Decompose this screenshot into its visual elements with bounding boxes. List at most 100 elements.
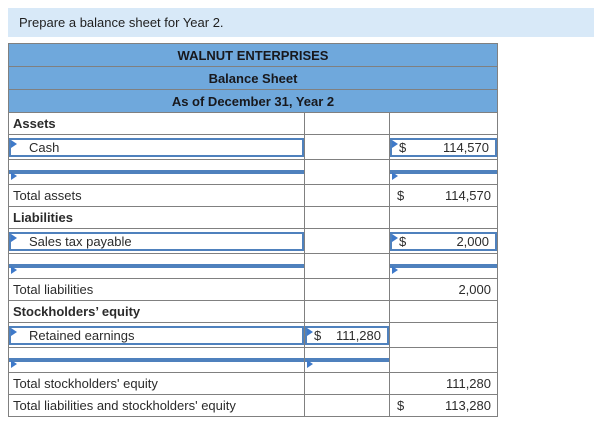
cash-col3-input[interactable]: $114,570 (390, 137, 497, 157)
input-marker-icon (392, 139, 398, 148)
equity-blank-col1-cell (8, 347, 305, 373)
assets-blank-row (8, 159, 498, 185)
input-marker-icon (11, 139, 17, 148)
input-marker-icon (307, 360, 313, 368)
total-liabilities-col3-cell: 2,000 (389, 278, 498, 301)
retained-earnings-col1-input[interactable]: Retained earnings (9, 325, 304, 345)
equity-blank-col1-input[interactable] (9, 358, 304, 368)
assets-section-col1-content: Assets (10, 116, 304, 131)
equity-blank-col2-cell (304, 347, 390, 373)
total-equity-col1-cell: Total stockholders' equity (8, 372, 305, 395)
equity-section-label: Stockholders’ equity (13, 304, 141, 319)
assets-section-col1-cell: Assets (8, 112, 305, 135)
liabilities-blank-col3-input[interactable] (390, 264, 497, 274)
input-marker-icon (11, 327, 17, 336)
liabilities-section-row: Liabilities (8, 206, 498, 229)
dollar-sign: $ (397, 398, 405, 413)
instruction-banner: Prepare a balance sheet for Year 2. (8, 8, 594, 37)
input-marker-icon (11, 360, 17, 368)
liabilities-blank-col3-cell (389, 253, 498, 279)
equity-blank-row (8, 347, 498, 373)
equity-section-col1-cell: Stockholders’ equity (8, 300, 305, 323)
sales-tax-payable-col3-input[interactable]: $2,000 (390, 231, 497, 251)
total-liabilities-equity-amount: 113,280 (444, 398, 491, 413)
assets-blank-col3-cell (389, 159, 498, 185)
total-assets-col2-cell (304, 184, 390, 207)
input-marker-icon (392, 266, 398, 274)
liabilities-blank-col2-cell (304, 253, 390, 279)
total-assets-row: Total assets $114,570 (8, 184, 498, 207)
total-assets-col1-cell: Total assets (8, 184, 305, 207)
total-liabilities-col1-cell: Total liabilities (8, 278, 305, 301)
cash-col1-input[interactable]: Cash (9, 137, 304, 157)
equity-section-col2-cell (304, 300, 390, 323)
balance-sheet-body: Assets Cash $114,570 Total assets $114,570 Li… (8, 112, 498, 417)
liabilities-section-col3-cell (389, 206, 498, 229)
total-liabilities-col1-content: Total liabilities (10, 282, 304, 297)
retained-earnings-label: Retained earnings (29, 327, 135, 343)
company-name: WALNUT ENTERPRISES (8, 43, 498, 67)
retained-earnings-col2-input[interactable]: $111,280 (305, 325, 389, 345)
cash-col1-cell: Cash (8, 134, 305, 160)
liabilities-section-label: Liabilities (13, 210, 73, 225)
total-equity-col3-content: 111,280 (391, 376, 497, 391)
statement-title-row: Balance Sheet (8, 66, 498, 90)
cash-label: Cash (29, 139, 60, 155)
assets-section-label: Assets (13, 116, 56, 131)
balance-sheet-header: WALNUT ENTERPRISES Balance Sheet As of D… (8, 43, 498, 113)
equity-blank-col2-input[interactable] (305, 358, 389, 368)
retained-earnings-col2-cell: $111,280 (304, 322, 390, 348)
total-equity-row: Total stockholders' equity 111,280 (8, 372, 498, 395)
dollar-sign: $ (314, 327, 322, 343)
input-marker-icon (11, 233, 17, 242)
total-liabilities-label: Total liabilities (13, 282, 94, 297)
sales-tax-payable-row: Sales tax payable $2,000 (8, 228, 498, 254)
retained-earnings-amount: 111,280 (335, 327, 381, 343)
sales-tax-payable-col1-cell: Sales tax payable (8, 228, 305, 254)
statement-title: Balance Sheet (8, 66, 498, 90)
total-liabilities-amount: 2,000 (458, 282, 491, 297)
liabilities-blank-col1-input[interactable] (9, 264, 304, 274)
total-equity-col1-content: Total stockholders' equity (10, 376, 304, 391)
cash-row: Cash $114,570 (8, 134, 498, 160)
total-liabilities-equity-col3-content: $113,280 (391, 398, 497, 413)
assets-blank-col1-input[interactable] (9, 170, 304, 180)
company-name-row: WALNUT ENTERPRISES (8, 43, 498, 67)
statement-date-row: As of December 31, Year 2 (8, 89, 498, 113)
total-liabilities-equity-col1-content: Total liabilities and stockholders' equi… (10, 398, 304, 413)
sales-tax-payable-label: Sales tax payable (29, 233, 132, 249)
cash-col3-cell: $114,570 (389, 134, 498, 160)
total-assets-col3-cell: $114,570 (389, 184, 498, 207)
total-assets-col1-content: Total assets (10, 188, 304, 203)
total-equity-amount: 111,280 (445, 376, 491, 391)
instruction-text: Prepare a balance sheet for Year 2. (19, 15, 224, 30)
statement-date: As of December 31, Year 2 (8, 89, 498, 113)
assets-blank-col3-input[interactable] (390, 170, 497, 180)
equity-section-col3-cell (389, 300, 498, 323)
input-marker-icon (392, 233, 398, 242)
total-assets-label: Total assets (13, 188, 82, 203)
assets-section-col3-cell (389, 112, 498, 135)
input-marker-icon (307, 327, 313, 336)
sales-tax-payable-col2-cell (304, 228, 390, 254)
retained-earnings-col1-cell: Retained earnings (8, 322, 305, 348)
cash-col2-cell (304, 134, 390, 160)
total-assets-col3-content: $114,570 (391, 188, 497, 203)
total-liabilities-col2-cell (304, 278, 390, 301)
liabilities-blank-row (8, 253, 498, 279)
equity-blank-col3-cell (389, 347, 498, 373)
equity-section-col1-content: Stockholders’ equity (10, 304, 304, 319)
assets-section-row: Assets (8, 112, 498, 135)
assets-section-col2-cell (304, 112, 390, 135)
total-liabilities-equity-label: Total liabilities and stockholders' equi… (13, 398, 236, 413)
liabilities-section-col1-content: Liabilities (10, 210, 304, 225)
cash-amount: 114,570 (442, 139, 489, 155)
dollar-sign: $ (397, 188, 405, 203)
sales-tax-payable-col1-input[interactable]: Sales tax payable (9, 231, 304, 251)
total-liabilities-equity-col3-cell: $113,280 (389, 394, 498, 417)
assets-blank-col2-cell (304, 159, 390, 185)
liabilities-blank-col1-cell (8, 253, 305, 279)
dollar-sign: $ (399, 139, 407, 155)
retained-earnings-col3-cell (389, 322, 498, 348)
equity-section-row: Stockholders’ equity (8, 300, 498, 323)
